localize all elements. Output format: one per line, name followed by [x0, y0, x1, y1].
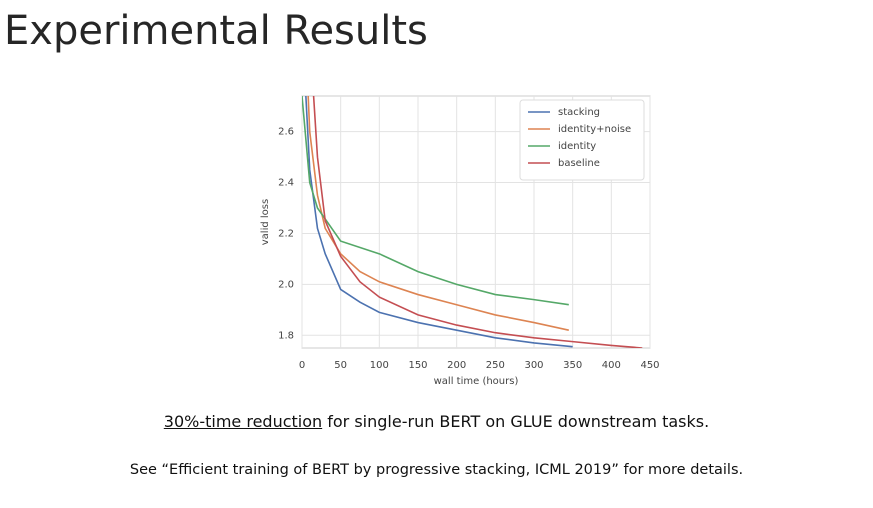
x-tick-label: 350	[563, 360, 582, 371]
x-tick-label: 450	[640, 360, 659, 371]
caption: 30%-time reduction for single-run BERT o…	[0, 412, 873, 431]
y-tick-label: 2.4	[278, 178, 294, 189]
slide-title: Experimental Results	[4, 8, 428, 54]
x-tick-label: 300	[524, 360, 543, 371]
x-axis-label: wall time (hours)	[434, 376, 519, 387]
series-line	[312, 96, 643, 348]
reference: See “Efficient training of BERT by progr…	[129, 462, 744, 478]
caption-text: for single-run BERT on GLUE downstream t…	[322, 412, 710, 431]
series-line	[302, 96, 569, 306]
y-tick-label: 2.6	[278, 127, 294, 138]
legend-label: baseline	[558, 158, 600, 169]
x-tick-label: 100	[370, 360, 389, 371]
x-tick-label: 250	[486, 360, 505, 371]
legend-label: identity+noise	[558, 124, 631, 135]
x-tick-label: 400	[602, 360, 621, 371]
y-tick-label: 1.8	[278, 330, 294, 341]
series-line	[305, 96, 573, 348]
series-line	[307, 96, 569, 331]
x-tick-label: 150	[408, 360, 427, 371]
legend-label: stacking	[558, 107, 600, 118]
y-axis-label: valid loss	[260, 199, 271, 245]
y-tick-label: 2.2	[278, 228, 294, 239]
legend-box	[519, 99, 645, 181]
caption-emphasis: 30%-time reduction	[163, 412, 323, 431]
y-tick-label: 2.0	[278, 279, 294, 290]
legend: stacking identity+noise identity baseline	[519, 99, 645, 181]
x-tick-label: 0	[299, 360, 305, 371]
x-tick-label: 200	[447, 360, 466, 371]
legend-label: identity	[558, 141, 596, 152]
x-tick-label: 50	[334, 360, 347, 371]
